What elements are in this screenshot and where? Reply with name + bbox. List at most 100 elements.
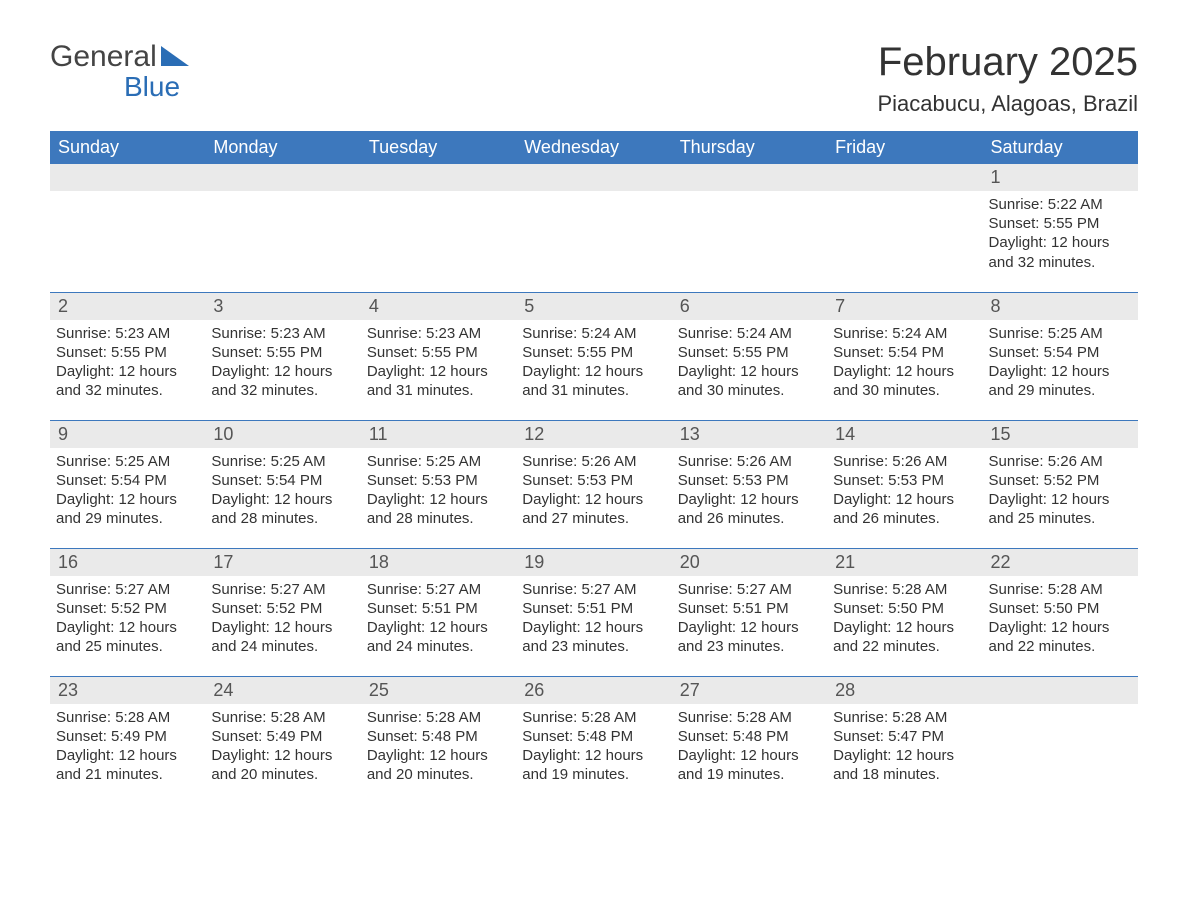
day-body: Sunrise: 5:26 AMSunset: 5:53 PMDaylight:… (672, 448, 827, 535)
sunset-text: Sunset: 5:48 PM (367, 727, 510, 746)
weekday-header: Thursday (672, 131, 827, 164)
calendar-cell: 1Sunrise: 5:22 AMSunset: 5:55 PMDaylight… (983, 164, 1138, 292)
sunset-text: Sunset: 5:52 PM (211, 599, 354, 618)
daylight-text: Daylight: 12 hours and 24 minutes. (211, 618, 354, 656)
daylight-text: Daylight: 12 hours and 31 minutes. (522, 362, 665, 400)
calendar-cell: 2Sunrise: 5:23 AMSunset: 5:55 PMDaylight… (50, 292, 205, 420)
brand-general: General (50, 40, 157, 74)
day-number (205, 164, 360, 191)
day-body (983, 704, 1138, 714)
sunset-text: Sunset: 5:55 PM (989, 214, 1132, 233)
day-number: 5 (516, 293, 671, 320)
calendar-week-row: 9Sunrise: 5:25 AMSunset: 5:54 PMDaylight… (50, 420, 1138, 548)
sunrise-text: Sunrise: 5:28 AM (56, 708, 199, 727)
sunset-text: Sunset: 5:55 PM (56, 343, 199, 362)
day-number (516, 164, 671, 191)
calendar-cell: 28Sunrise: 5:28 AMSunset: 5:47 PMDayligh… (827, 676, 982, 804)
calendar-cell (50, 164, 205, 292)
sunrise-text: Sunrise: 5:27 AM (522, 580, 665, 599)
calendar-week-row: 23Sunrise: 5:28 AMSunset: 5:49 PMDayligh… (50, 676, 1138, 804)
day-body: Sunrise: 5:28 AMSunset: 5:49 PMDaylight:… (50, 704, 205, 791)
sunrise-text: Sunrise: 5:23 AM (211, 324, 354, 343)
day-body: Sunrise: 5:23 AMSunset: 5:55 PMDaylight:… (361, 320, 516, 407)
calendar-cell: 21Sunrise: 5:28 AMSunset: 5:50 PMDayligh… (827, 548, 982, 676)
title-block: February 2025 Piacabucu, Alagoas, Brazil (878, 40, 1139, 117)
sunset-text: Sunset: 5:54 PM (56, 471, 199, 490)
day-number: 15 (983, 421, 1138, 448)
brand-logo: General (50, 40, 189, 74)
day-body: Sunrise: 5:26 AMSunset: 5:53 PMDaylight:… (516, 448, 671, 535)
sunrise-text: Sunrise: 5:26 AM (522, 452, 665, 471)
calendar-cell: 17Sunrise: 5:27 AMSunset: 5:52 PMDayligh… (205, 548, 360, 676)
day-number (672, 164, 827, 191)
sunrise-text: Sunrise: 5:23 AM (367, 324, 510, 343)
weekday-header-row: Sunday Monday Tuesday Wednesday Thursday… (50, 131, 1138, 164)
sunset-text: Sunset: 5:51 PM (367, 599, 510, 618)
day-number: 6 (672, 293, 827, 320)
brand-triangle-icon (161, 40, 189, 74)
day-body: Sunrise: 5:24 AMSunset: 5:55 PMDaylight:… (672, 320, 827, 407)
sunrise-text: Sunrise: 5:28 AM (678, 708, 821, 727)
calendar-cell: 6Sunrise: 5:24 AMSunset: 5:55 PMDaylight… (672, 292, 827, 420)
calendar-cell (205, 164, 360, 292)
daylight-text: Daylight: 12 hours and 32 minutes. (989, 233, 1132, 271)
sunrise-text: Sunrise: 5:27 AM (56, 580, 199, 599)
sunset-text: Sunset: 5:48 PM (678, 727, 821, 746)
day-body: Sunrise: 5:22 AMSunset: 5:55 PMDaylight:… (983, 191, 1138, 278)
sunrise-text: Sunrise: 5:26 AM (833, 452, 976, 471)
daylight-text: Daylight: 12 hours and 29 minutes. (56, 490, 199, 528)
sunset-text: Sunset: 5:54 PM (833, 343, 976, 362)
calendar-cell (827, 164, 982, 292)
sunrise-text: Sunrise: 5:24 AM (833, 324, 976, 343)
sunset-text: Sunset: 5:55 PM (522, 343, 665, 362)
weekday-header: Saturday (983, 131, 1138, 164)
daylight-text: Daylight: 12 hours and 26 minutes. (678, 490, 821, 528)
calendar-cell: 16Sunrise: 5:27 AMSunset: 5:52 PMDayligh… (50, 548, 205, 676)
daylight-text: Daylight: 12 hours and 23 minutes. (522, 618, 665, 656)
calendar-cell: 3Sunrise: 5:23 AMSunset: 5:55 PMDaylight… (205, 292, 360, 420)
daylight-text: Daylight: 12 hours and 29 minutes. (989, 362, 1132, 400)
day-number: 2 (50, 293, 205, 320)
day-number (827, 164, 982, 191)
calendar-cell: 14Sunrise: 5:26 AMSunset: 5:53 PMDayligh… (827, 420, 982, 548)
sunset-text: Sunset: 5:51 PM (522, 599, 665, 618)
day-body: Sunrise: 5:23 AMSunset: 5:55 PMDaylight:… (50, 320, 205, 407)
calendar-cell: 13Sunrise: 5:26 AMSunset: 5:53 PMDayligh… (672, 420, 827, 548)
daylight-text: Daylight: 12 hours and 19 minutes. (522, 746, 665, 784)
calendar-cell: 5 Sunrise: 5:24 AMSunset: 5:55 PMDaylight… (516, 292, 671, 420)
day-number: 20 (672, 549, 827, 576)
day-body: Sunrise: 5:27 AMSunset: 5:51 PMDaylight:… (672, 576, 827, 663)
daylight-text: Daylight: 12 hours and 18 minutes. (833, 746, 976, 784)
daylight-text: Daylight: 12 hours and 30 minutes. (678, 362, 821, 400)
sunset-text: Sunset: 5:51 PM (678, 599, 821, 618)
sunset-text: Sunset: 5:52 PM (989, 471, 1132, 490)
sunset-text: Sunset: 5:53 PM (367, 471, 510, 490)
sunrise-text: Sunrise: 5:24 AM (522, 324, 665, 343)
calendar-cell: 8Sunrise: 5:25 AMSunset: 5:54 PMDaylight… (983, 292, 1138, 420)
calendar-body: 1Sunrise: 5:22 AMSunset: 5:55 PMDaylight… (50, 164, 1138, 804)
day-number: 12 (516, 421, 671, 448)
sunrise-text: Sunrise: 5:25 AM (989, 324, 1132, 343)
calendar-week-row: 2Sunrise: 5:23 AMSunset: 5:55 PMDaylight… (50, 292, 1138, 420)
calendar-cell: 25Sunrise: 5:28 AMSunset: 5:48 PMDayligh… (361, 676, 516, 804)
sunrise-text: Sunrise: 5:27 AM (211, 580, 354, 599)
day-body: Sunrise: 5:26 AMSunset: 5:53 PMDaylight:… (827, 448, 982, 535)
day-number: 22 (983, 549, 1138, 576)
day-number: 21 (827, 549, 982, 576)
daylight-text: Daylight: 12 hours and 26 minutes. (833, 490, 976, 528)
calendar-cell (983, 676, 1138, 804)
sunrise-text: Sunrise: 5:26 AM (678, 452, 821, 471)
daylight-text: Daylight: 12 hours and 31 minutes. (367, 362, 510, 400)
day-body: Sunrise: 5:28 AMSunset: 5:48 PMDaylight:… (516, 704, 671, 791)
day-number: 27 (672, 677, 827, 704)
daylight-text: Daylight: 12 hours and 28 minutes. (211, 490, 354, 528)
sunrise-text: Sunrise: 5:25 AM (211, 452, 354, 471)
calendar-cell: 19Sunrise: 5:27 AMSunset: 5:51 PMDayligh… (516, 548, 671, 676)
day-number (50, 164, 205, 191)
sunrise-text: Sunrise: 5:28 AM (833, 708, 976, 727)
day-body: Sunrise: 5:27 AMSunset: 5:52 PMDaylight:… (205, 576, 360, 663)
weekday-header: Tuesday (361, 131, 516, 164)
day-body: Sunrise: 5:28 AMSunset: 5:49 PMDaylight:… (205, 704, 360, 791)
calendar-cell (361, 164, 516, 292)
daylight-text: Daylight: 12 hours and 28 minutes. (367, 490, 510, 528)
